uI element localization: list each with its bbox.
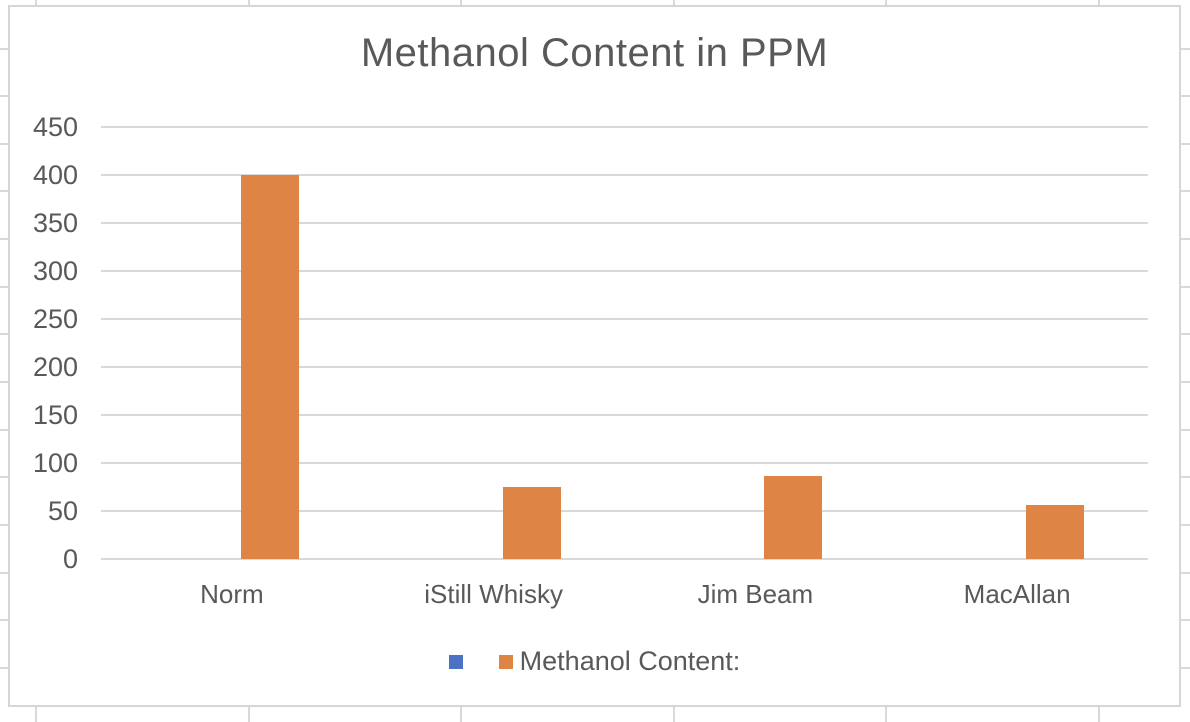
plot-area [101, 126, 1148, 560]
chart-title[interactable]: Methanol Content in PPM [360, 31, 829, 75]
y-tick-label-400: 400 [32, 160, 78, 190]
legend-entry-1[interactable]: Methanol Content: [498, 646, 741, 677]
legend-swatch-icon [448, 654, 463, 669]
y-tick-label-350: 350 [32, 208, 78, 238]
gridline-0 [101, 558, 1148, 560]
x-tick-label-macallan: MacAllan [963, 579, 1071, 609]
y-tick-label-100: 100 [32, 448, 78, 478]
y-tick-label-50: 50 [47, 496, 78, 526]
y-tick-label-300: 300 [32, 256, 78, 286]
y-axis: 0 50 100 150 200 250 300 350 400 450 [10, 113, 78, 573]
y-tick-label-250: 250 [32, 304, 78, 334]
legend-swatch-icon [498, 654, 513, 669]
y-tick-label-0: 0 [62, 544, 78, 574]
gridline-100 [101, 462, 1148, 464]
bar-norm[interactable] [240, 175, 299, 559]
gridline-200 [101, 366, 1148, 368]
bar-jim-beam[interactable] [764, 476, 823, 559]
gridline-50 [101, 510, 1148, 512]
chart[interactable]: Methanol Content in PPM 0 50 100 150 200 250 3… [8, 5, 1181, 707]
legend[interactable]: Methanol Content: [10, 646, 1179, 677]
bar-istill-whisky[interactable] [502, 487, 561, 559]
y-tick-label-200: 200 [32, 352, 78, 382]
y-tick-label-150: 150 [32, 400, 78, 430]
x-tick-label-istill-whisky: iStill Whisky [424, 579, 563, 609]
x-tick-label-jim-beam: Jim Beam [697, 579, 814, 609]
x-axis: Norm iStill Whisky Jim Beam MacAllan [101, 578, 1148, 610]
legend-entry-0[interactable] [448, 654, 463, 669]
gridline-350 [101, 222, 1148, 224]
gridline-400 [101, 174, 1148, 176]
gridline-250 [101, 318, 1148, 320]
gridline-150 [101, 414, 1148, 416]
y-tick-label-450: 450 [32, 112, 78, 142]
gridline-300 [101, 270, 1148, 272]
gridline-450 [101, 126, 1148, 128]
bar-macallan[interactable] [1026, 505, 1085, 559]
legend-label: Methanol Content: [519, 646, 741, 676]
x-tick-label-norm: Norm [200, 579, 264, 609]
